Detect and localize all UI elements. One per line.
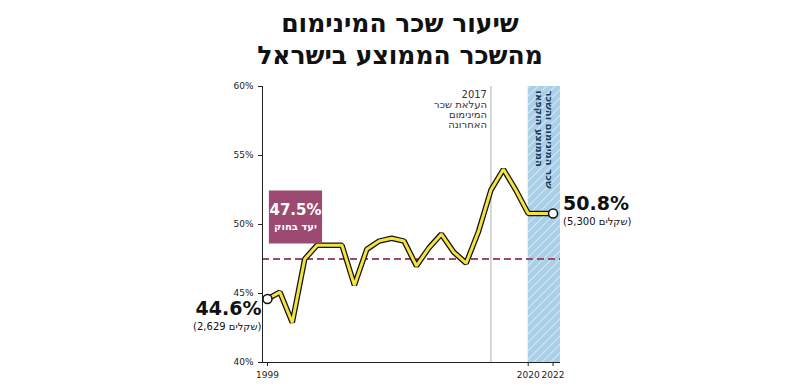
svg-text:45%: 45% (233, 288, 254, 299)
svg-text:שכר המינימום והשכרהממוצע הוקפא: שכר המינימום והשכרהממוצע הוקפאו (534, 91, 555, 189)
svg-text:2020: 2020 (517, 370, 540, 380)
html-text:מהשכר הממוצע בישראל: מהשכר הממוצע בישראל (257, 41, 543, 70)
svg-text:יעד בחוק: יעד בחוק (274, 221, 317, 232)
svg-text:50.8%: 50.8% (563, 192, 629, 214)
html-text:שיעור שכר המינימום: שיעור שכר המינימום (281, 9, 519, 38)
svg-text:1999: 1999 (256, 370, 279, 380)
svg-text:(2,629 שקלים): (2,629 שקלים) (193, 321, 261, 332)
svg-text:2022: 2022 (542, 370, 565, 380)
svg-text:40%: 40% (233, 357, 253, 367)
svg-text:(5,300 שקלים): (5,300 שקלים) (563, 216, 631, 227)
svg-text:50%: 50% (233, 219, 253, 229)
svg-text:44.6%: 44.6% (196, 297, 262, 319)
svg-text:55%: 55% (233, 150, 253, 160)
svg-text:2017העלאת שכרהמינימוםהאחרונה: 2017העלאת שכרהמינימוםהאחרונה (434, 89, 487, 130)
svg-text:47.5%: 47.5% (269, 201, 321, 219)
svg-text:60%: 60% (233, 81, 253, 91)
